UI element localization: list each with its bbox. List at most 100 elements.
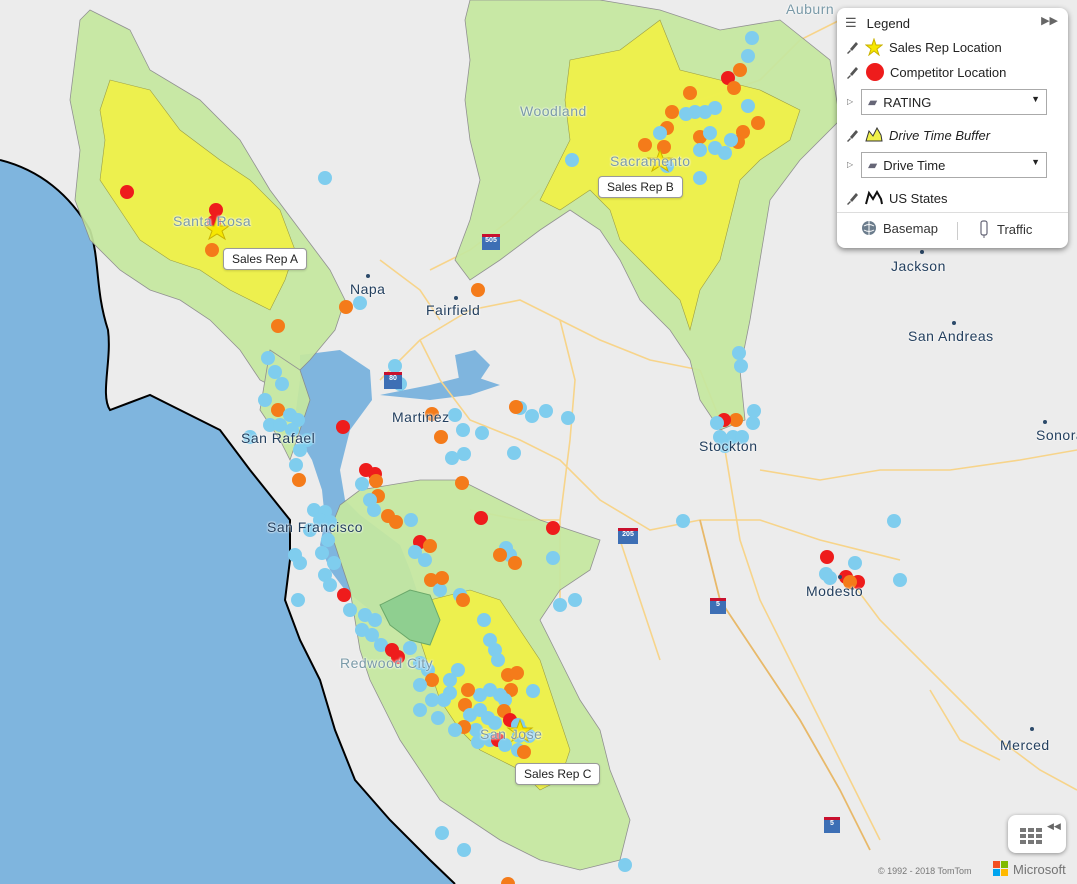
competitor-marker[interactable] <box>425 673 439 687</box>
competitor-marker[interactable] <box>343 603 357 617</box>
competitor-marker[interactable] <box>368 613 382 627</box>
paintbrush-icon[interactable] <box>845 40 859 54</box>
competitor-marker[interactable] <box>727 81 741 95</box>
legend-layer-us-states[interactable]: US States <box>837 187 948 209</box>
competitor-marker[interactable] <box>525 409 539 423</box>
competitor-marker[interactable] <box>724 133 738 147</box>
competitor-marker[interactable] <box>443 673 457 687</box>
competitor-marker[interactable] <box>323 515 337 529</box>
paintbrush-icon[interactable] <box>845 65 859 79</box>
competitor-marker[interactable] <box>205 243 219 257</box>
competitor-marker[interactable] <box>507 446 521 460</box>
competitor-marker[interactable] <box>488 716 502 730</box>
competitor-marker[interactable] <box>469 723 483 737</box>
competitor-marker[interactable] <box>404 513 418 527</box>
competitor-marker[interactable] <box>683 86 697 100</box>
competitor-marker[interactable] <box>843 575 857 589</box>
expand-triangle-icon[interactable]: ▷ <box>847 160 854 169</box>
competitor-marker[interactable] <box>435 826 449 840</box>
competitor-marker[interactable] <box>271 403 285 417</box>
competitor-marker[interactable] <box>315 546 329 560</box>
competitor-marker[interactable] <box>367 503 381 517</box>
competitor-marker[interactable] <box>679 107 693 121</box>
sales-rep-a-label[interactable]: Sales Rep A <box>223 248 308 270</box>
competitor-marker[interactable] <box>413 678 427 692</box>
competitor-marker[interactable] <box>741 49 755 63</box>
competitor-marker[interactable] <box>268 365 282 379</box>
competitor-marker[interactable] <box>457 843 471 857</box>
double-chevron-right-icon[interactable]: ▶▶ <box>1041 15 1058 27</box>
competitor-marker[interactable] <box>209 203 223 217</box>
competitor-marker[interactable] <box>456 593 470 607</box>
competitor-marker[interactable] <box>618 858 632 872</box>
competitor-marker[interactable] <box>823 571 837 585</box>
paintbrush-icon[interactable] <box>845 191 859 205</box>
competitor-marker[interactable] <box>553 598 567 612</box>
competitor-marker[interactable] <box>289 458 303 472</box>
competitor-marker[interactable] <box>374 638 388 652</box>
competitor-marker[interactable] <box>471 283 485 297</box>
competitor-marker[interactable] <box>653 126 667 140</box>
competitor-marker[interactable] <box>303 523 317 537</box>
competitor-marker[interactable] <box>546 551 560 565</box>
competitor-marker[interactable] <box>501 877 515 884</box>
competitor-marker[interactable] <box>732 346 746 360</box>
competitor-marker[interactable] <box>300 433 314 447</box>
competitor-marker[interactable] <box>388 359 402 373</box>
competitor-marker[interactable] <box>258 393 272 407</box>
competitor-marker[interactable] <box>391 650 405 664</box>
competitor-marker[interactable] <box>288 548 302 562</box>
competitor-marker[interactable] <box>424 573 438 587</box>
competitor-marker[interactable] <box>293 443 307 457</box>
competitor-marker[interactable] <box>263 418 277 432</box>
competitor-marker[interactable] <box>434 430 448 444</box>
competitor-marker[interactable] <box>729 413 743 427</box>
competitor-marker[interactable] <box>473 688 487 702</box>
sales-rep-c-label[interactable]: Sales Rep C <box>515 763 601 785</box>
competitor-marker[interactable] <box>561 411 575 425</box>
rating-dropdown[interactable]: ▰ RATING ▼ <box>861 89 1047 115</box>
legend-layer-sales-rep[interactable]: Sales Rep Location <box>837 36 1002 58</box>
competitor-marker[interactable] <box>665 105 679 119</box>
competitor-marker[interactable] <box>292 473 306 487</box>
competitor-marker[interactable] <box>509 400 523 414</box>
competitor-marker[interactable] <box>323 578 337 592</box>
competitor-marker[interactable] <box>403 641 417 655</box>
competitor-marker[interactable] <box>418 553 432 567</box>
competitor-marker[interactable] <box>448 723 462 737</box>
competitor-marker[interactable] <box>261 351 275 365</box>
competitor-marker[interactable] <box>451 663 465 677</box>
competitor-marker[interactable] <box>475 426 489 440</box>
competitor-marker[interactable] <box>638 138 652 152</box>
competitor-marker[interactable] <box>337 588 351 602</box>
competitor-marker[interactable] <box>718 146 732 160</box>
competitor-marker[interactable] <box>493 548 507 562</box>
competitor-marker[interactable] <box>355 477 369 491</box>
competitor-marker[interactable] <box>510 666 524 680</box>
competitor-marker[interactable] <box>445 451 459 465</box>
drive-time-dropdown[interactable]: ▰ Drive Time ▼ <box>861 152 1047 178</box>
competitor-marker[interactable] <box>285 423 299 437</box>
competitor-marker[interactable] <box>353 296 367 310</box>
competitor-marker[interactable] <box>275 377 289 391</box>
competitor-marker[interactable] <box>734 359 748 373</box>
competitor-marker[interactable] <box>751 116 765 130</box>
competitor-marker[interactable] <box>693 143 707 157</box>
competitor-marker[interactable] <box>408 545 422 559</box>
traffic-button[interactable]: Traffic <box>979 220 1032 238</box>
competitor-marker[interactable] <box>698 105 712 119</box>
competitor-marker[interactable] <box>448 408 462 422</box>
competitor-marker[interactable] <box>271 319 285 333</box>
competitor-marker[interactable] <box>423 539 437 553</box>
competitor-marker[interactable] <box>733 63 747 77</box>
competitor-marker[interactable] <box>273 418 287 432</box>
competitor-marker[interactable] <box>746 416 760 430</box>
competitor-marker[interactable] <box>546 521 560 535</box>
competitor-marker[interactable] <box>477 613 491 627</box>
competitor-marker[interactable] <box>710 416 724 430</box>
competitor-marker[interactable] <box>461 683 475 697</box>
competitor-marker[interactable] <box>887 514 901 528</box>
competitor-marker[interactable] <box>425 693 439 707</box>
competitor-marker[interactable] <box>741 99 755 113</box>
legend-layer-drive-time-buffer[interactable]: Drive Time Buffer <box>837 124 990 146</box>
